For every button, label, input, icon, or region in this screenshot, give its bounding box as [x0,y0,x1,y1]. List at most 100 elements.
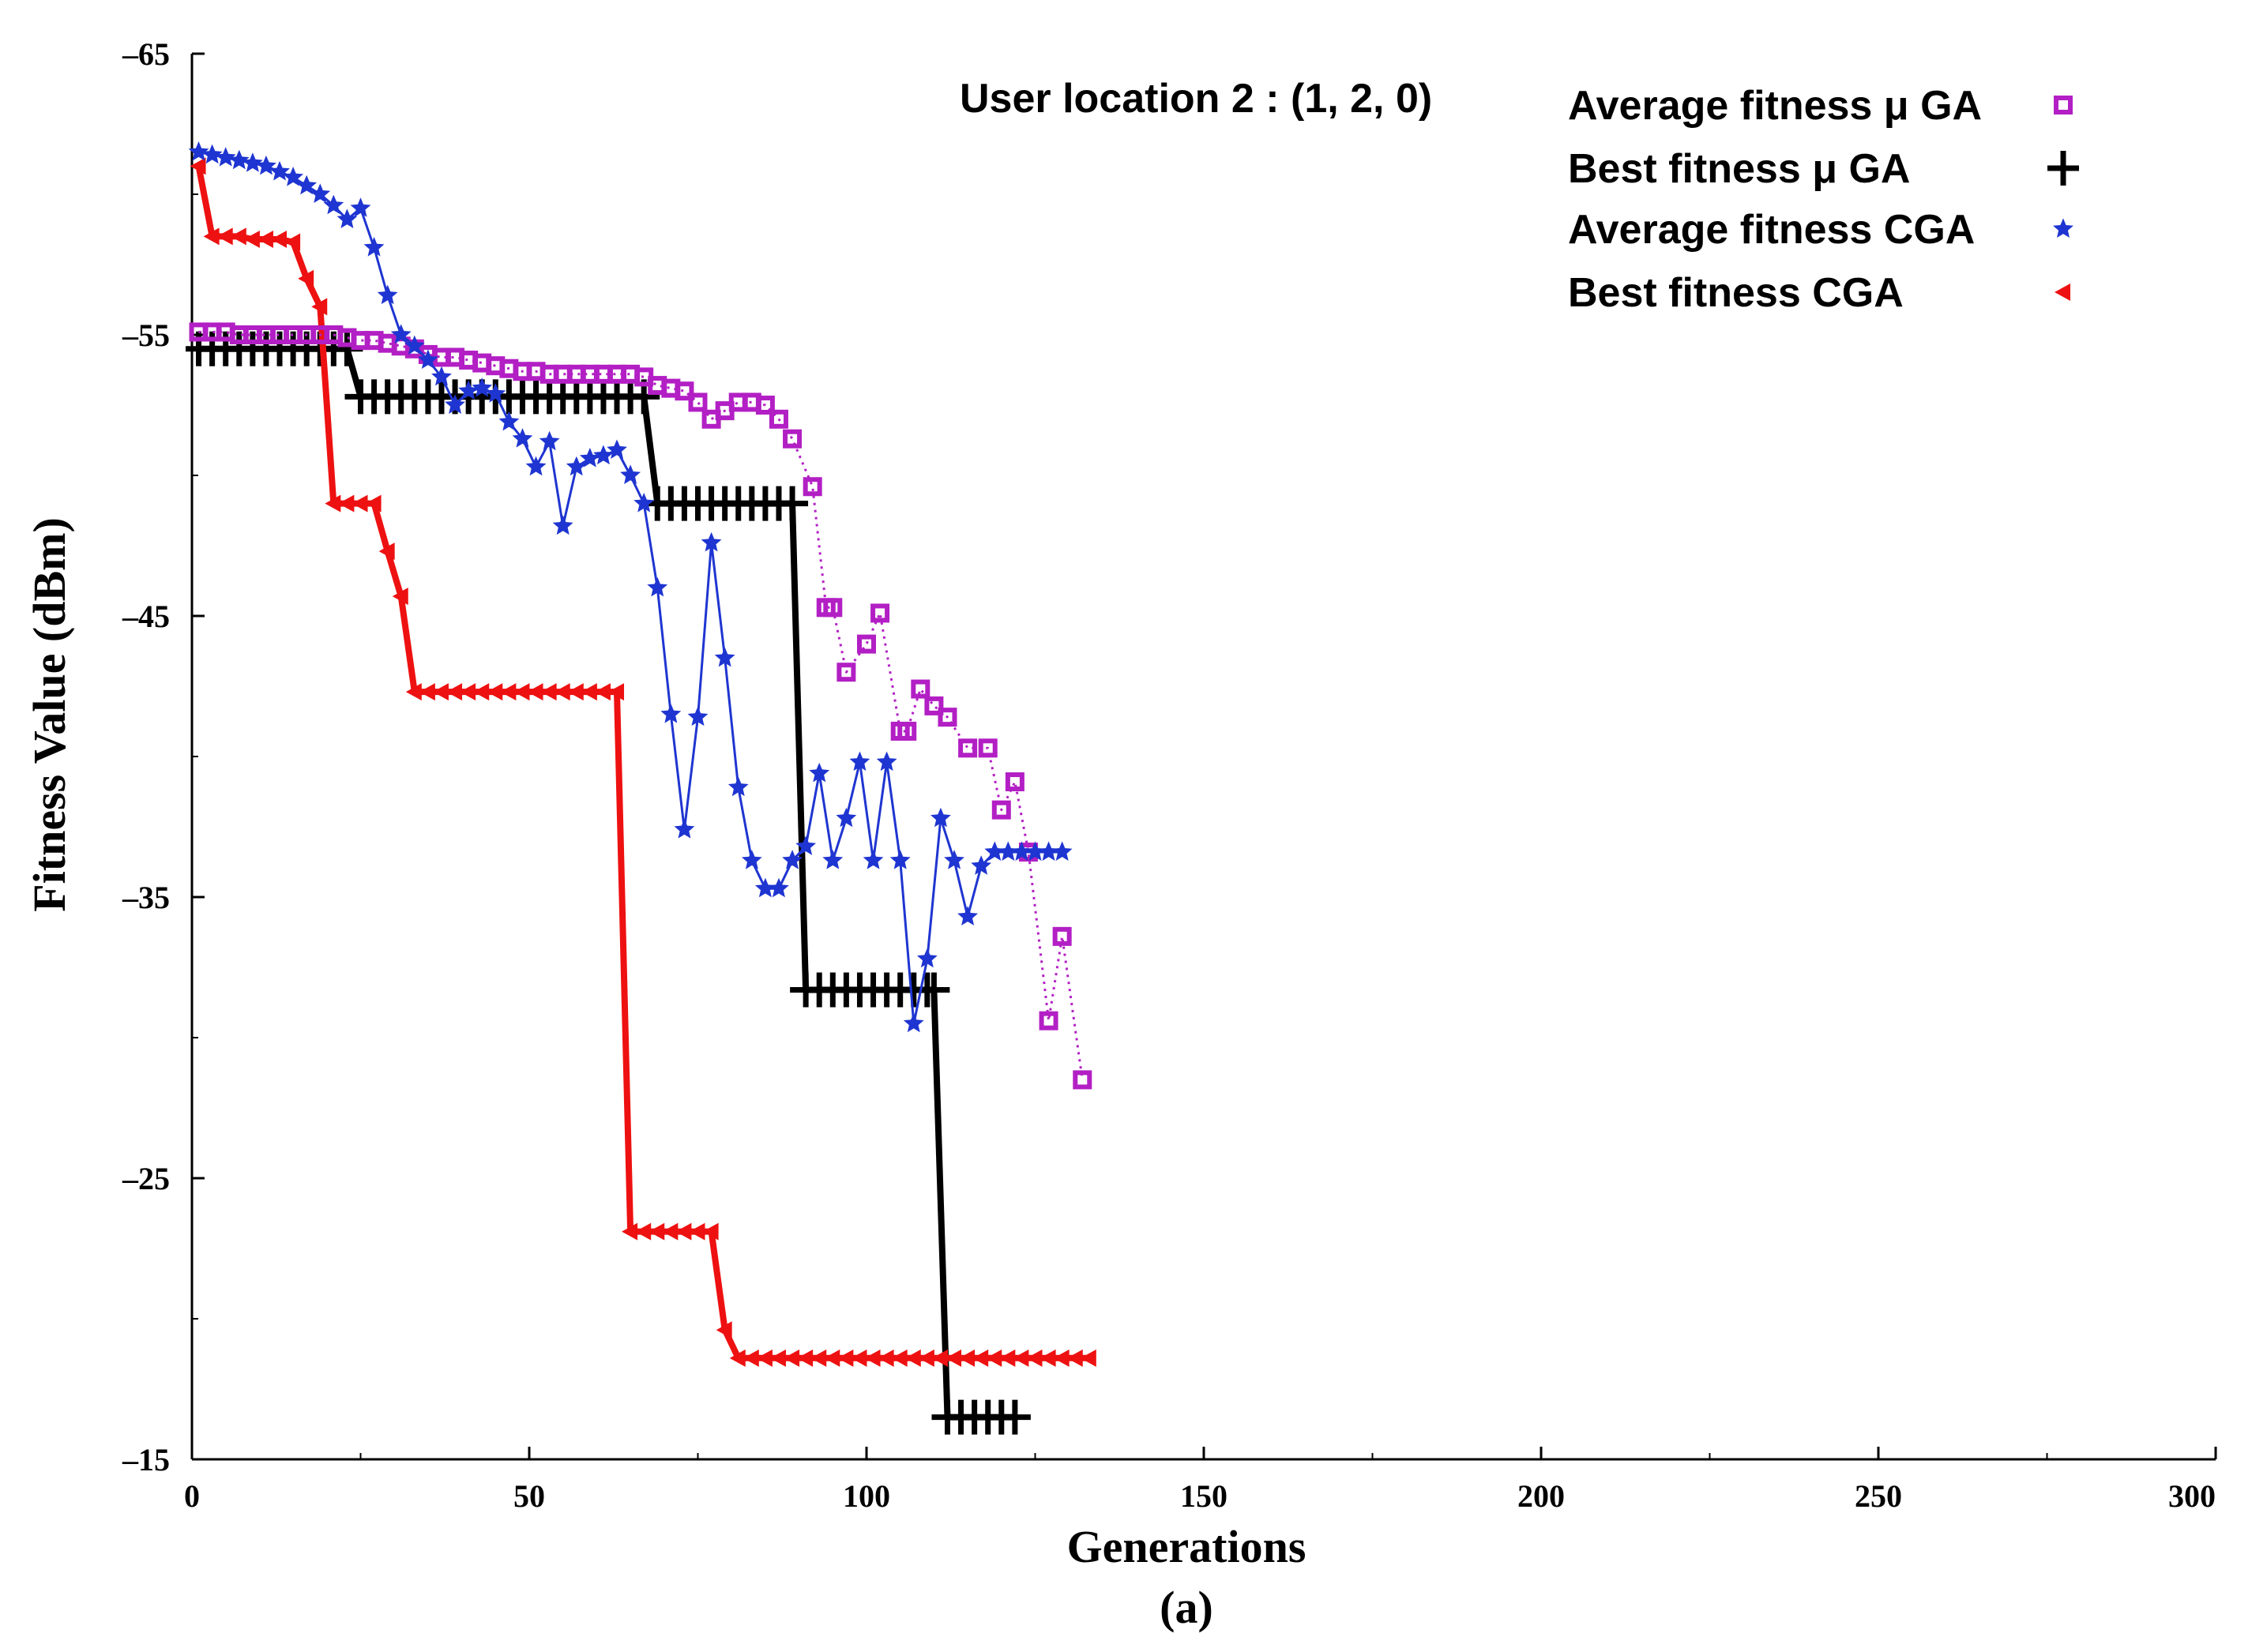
data-point [527,683,543,701]
data-point [803,477,822,497]
data-point [404,335,425,355]
data-point [633,493,655,512]
data-point [566,456,587,476]
x-axis-title: Generations [1067,1521,1306,1572]
data-point [823,598,843,618]
data-point [365,494,382,512]
data-point [647,576,668,597]
data-point [797,1349,814,1367]
legend-item: Best fitness μ GA [1568,146,2079,192]
data-point [918,1349,934,1367]
caption: (a) [1160,1582,1213,1633]
data-point [687,706,709,727]
data-point [824,1349,840,1367]
data-point [216,227,233,246]
data-point [938,708,957,727]
data-point [897,721,917,741]
data-point [485,383,506,403]
y-tick-label: –45 [122,599,170,634]
data-point [363,237,385,257]
data-point [863,850,884,869]
annotation: User location 2 : (1, 2, 0) [960,76,1432,122]
data-point [769,1349,786,1367]
data-point [1040,1349,1056,1367]
data-point [998,1399,1031,1435]
data-point [579,448,600,467]
y-axis-title: Fitness Value (dBm) [24,517,75,912]
series-average-fitness-cga [188,141,1073,1033]
legend-label: Best fitness CGA [1568,270,1904,316]
x-tick-label: 150 [1180,1478,1227,1514]
data-point [1073,1070,1092,1090]
data-point [782,850,803,869]
legend-marker [2054,96,2073,115]
data-point [674,819,695,839]
y-tick-label: –65 [122,36,170,72]
data-point [513,683,530,701]
plot-series [186,141,1096,1435]
data-point [889,850,911,869]
data-point [944,850,964,869]
data-point [972,1349,989,1367]
data-point [649,1222,665,1241]
data-point [809,762,830,783]
x-tick-label: 250 [1855,1478,1902,1514]
data-point [857,634,876,654]
data-point [269,160,290,181]
data-point [918,972,950,1008]
data-point [581,683,597,701]
data-point [352,494,368,512]
data-point [837,1349,854,1367]
legend-label: Best fitness μ GA [1568,146,1910,192]
data-point [1026,1349,1043,1367]
data-point [458,380,479,400]
legend-item: Average fitness μ GA [1568,83,2073,129]
data-point [716,1321,732,1339]
data-point [727,776,749,797]
data-point [271,230,288,248]
data-point [756,1349,773,1367]
data-point [1005,772,1024,792]
data-point [230,227,246,246]
data-point [215,147,236,167]
x-tick-label: 0 [184,1478,200,1514]
data-point [1039,1011,1058,1031]
data-point [878,1349,894,1367]
data-point [243,230,260,248]
legend-marker [2047,151,2079,186]
x-tick-label: 300 [2168,1478,2216,1514]
data-point [1052,926,1072,946]
data-point [911,679,930,699]
data-point [377,284,398,305]
y-tick-label: –35 [122,880,170,915]
axes [190,52,2217,1461]
data-point [323,194,344,215]
data-point [190,157,206,175]
data-point [607,439,627,459]
data-point [971,855,992,875]
data-point [870,603,890,623]
legend-label: Average fitness μ GA [1568,83,1982,129]
data-point [999,1349,1016,1367]
data-point [662,1222,679,1241]
data-point [769,409,788,429]
data-point [689,1222,705,1241]
legend-item: Best fitness CGA [1568,270,2070,316]
legend-label: Average fitness CGA [1568,207,1975,253]
data-point [924,696,944,715]
data-point [338,494,355,512]
data-point [620,464,641,484]
x-tick-label: 50 [513,1478,545,1514]
y-tick-label: –15 [122,1442,170,1477]
data-point [931,1349,948,1367]
data-point [473,683,490,701]
data-point [498,411,520,431]
data-point [228,149,250,170]
data-point [916,948,938,968]
data-point [554,683,570,701]
data-point [203,227,220,246]
data-point [978,738,998,758]
data-point [432,683,449,701]
data-point [378,543,395,561]
data-point [822,850,844,869]
